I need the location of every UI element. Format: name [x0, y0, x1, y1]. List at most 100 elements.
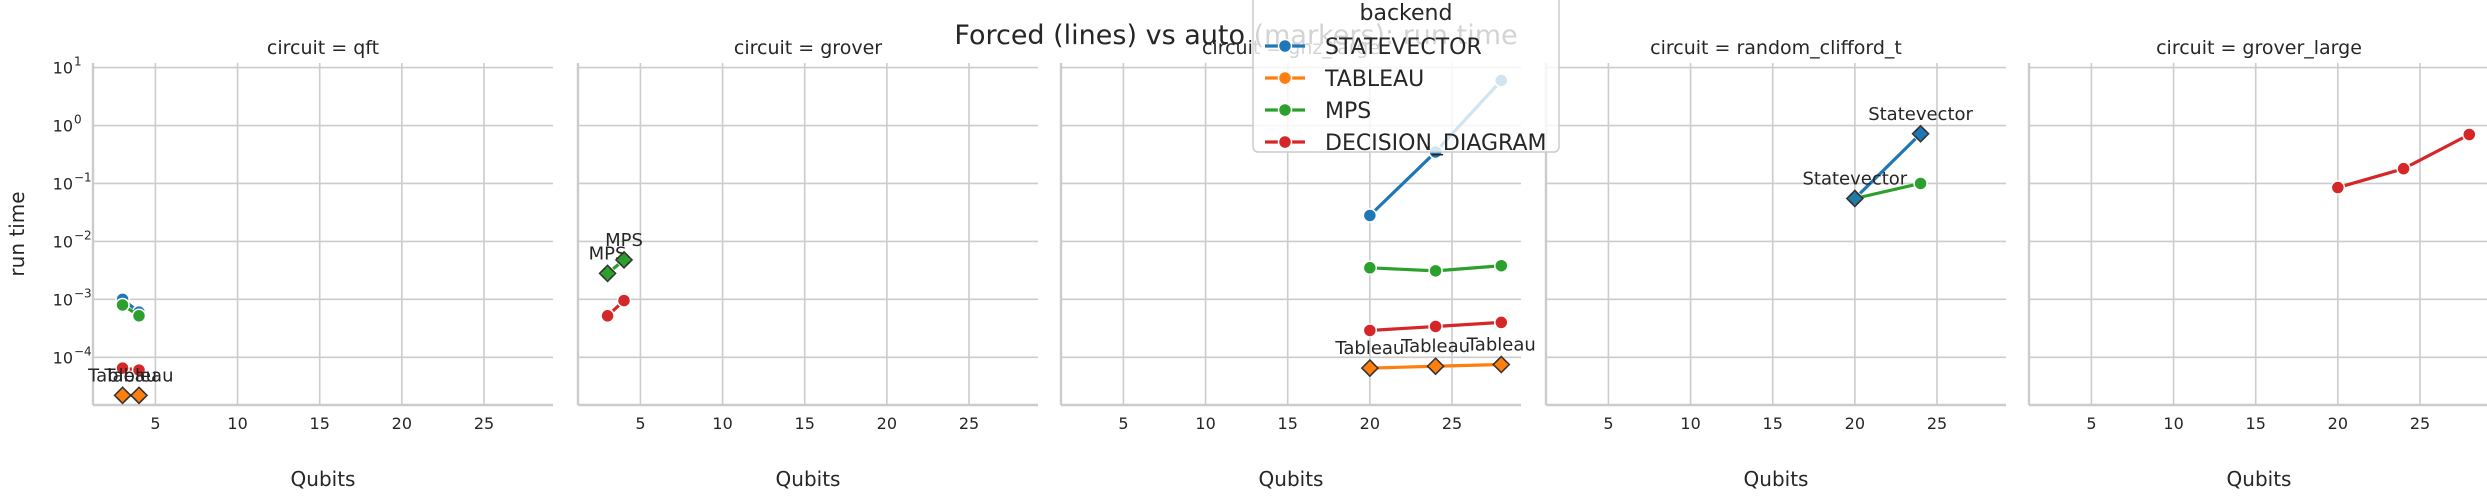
legend-item-tableau: TABLEAU — [1265, 67, 1424, 92]
panel-title: circuit = grover_large — [2156, 37, 2362, 59]
y-tick-label: 10 — [53, 290, 73, 309]
auto-marker — [129, 386, 149, 405]
y-tick-exponent: 0 — [74, 113, 82, 127]
data-point-decision_diagram — [1428, 319, 1443, 334]
x-tick-label: 15 — [1278, 414, 1298, 433]
legend-swatch-marker — [1277, 134, 1293, 150]
legend-item-decision_diagram: DECISION_DIAGRAM — [1265, 131, 1546, 156]
series-line-decision_diagram — [2336, 132, 2471, 190]
y-tick-label: 10 — [53, 117, 73, 136]
legend-item-statevector: STATEVECTOR — [1265, 35, 1482, 60]
data-point-decision_diagram — [1362, 323, 1378, 338]
legend-swatch-marker — [1277, 102, 1293, 118]
auto-marker-label: Tableau — [1400, 336, 1470, 357]
x-axis-label: Qubits — [291, 467, 356, 491]
y-axis-label: run time — [5, 191, 29, 276]
x-tick-label: 25 — [1442, 414, 1462, 433]
x-tick-label: 20 — [392, 414, 412, 433]
auto-marker-label: Statevector — [1868, 104, 1973, 125]
legend-title: backend — [1360, 1, 1453, 26]
x-tick-label: 15 — [795, 414, 815, 433]
x-tick-label: 10 — [1195, 414, 1215, 433]
x-axis-label: Qubits — [2227, 467, 2292, 491]
x-tick-label: 10 — [1680, 414, 1700, 433]
y-tick-label: 10 — [53, 174, 73, 193]
data-point-statevector — [1362, 208, 1378, 223]
auto-marker-label: Tableau — [104, 365, 174, 386]
y-tick-exponent: −1 — [74, 170, 92, 184]
auto-marker — [1911, 124, 1930, 143]
x-tick-label: 25 — [959, 414, 979, 433]
x-tick-label: 5 — [1603, 414, 1613, 433]
auto-marker-label: Tableau — [1466, 335, 1536, 356]
panel-title: circuit = grover — [734, 37, 882, 59]
data-point-mps — [131, 308, 147, 324]
x-tick-label: 25 — [1927, 414, 1947, 433]
y-tick-exponent: −3 — [74, 286, 92, 300]
data-point-mps — [1362, 260, 1378, 276]
y-tick-exponent: −4 — [74, 344, 92, 358]
x-tick-label: 20 — [1360, 414, 1380, 433]
x-axis-label: Qubits — [1259, 467, 1324, 491]
legend-swatch-marker — [1277, 70, 1293, 86]
x-tick-label: 20 — [1845, 414, 1865, 433]
data-point-decision_diagram — [131, 362, 147, 378]
legend-label: TABLEAU — [1324, 67, 1424, 92]
x-tick-label: 10 — [227, 414, 247, 433]
series-line-statevector — [1853, 132, 1923, 201]
panel-title: circuit = qft — [267, 37, 379, 59]
x-tick-label: 25 — [474, 414, 494, 433]
data-point-mps — [115, 297, 130, 313]
data-point-mps — [1428, 263, 1443, 279]
data-point-decision_diagram — [2330, 180, 2346, 195]
x-tick-label: 15 — [310, 414, 330, 433]
data-point-decision_diagram — [1494, 315, 1509, 330]
auto-marker-label: MPS — [605, 230, 643, 251]
data-point-decision_diagram — [616, 293, 632, 308]
y-tick-exponent: −2 — [74, 228, 92, 242]
legend-label: MPS — [1325, 99, 1371, 124]
x-tick-label: 10 — [712, 414, 732, 433]
x-tick-label: 20 — [2328, 414, 2348, 433]
facet-panel-5: circuit = grover_large 5 10 15 20 25 Qubits — [2027, 37, 2487, 491]
auto-marker — [1360, 358, 1379, 378]
x-tick-label: 25 — [2410, 414, 2430, 433]
data-point-mps — [1494, 258, 1509, 273]
auto-marker — [1426, 357, 1445, 376]
x-tick-label: 15 — [2246, 414, 2266, 433]
x-axis-label: Qubits — [776, 467, 841, 491]
x-tick-label: 20 — [877, 414, 897, 433]
auto-marker — [598, 264, 617, 283]
x-tick-label: 10 — [2163, 414, 2183, 433]
data-point-decision_diagram — [115, 360, 130, 376]
legend-frame — [1252, 0, 1560, 153]
auto-marker — [1845, 189, 1864, 208]
data-point-decision_diagram — [2396, 161, 2411, 176]
y-tick-label: 10 — [53, 59, 73, 78]
legend: backend STATEVECTOR TABLEAU MPS DECISION_DIA… — [1252, 0, 1560, 156]
panel-title: circuit = random_clifford_t — [1650, 37, 1902, 59]
x-tick-label: 15 — [1763, 414, 1783, 433]
x-tick-label: 5 — [2086, 414, 2096, 433]
legend-label: DECISION_DIAGRAM — [1325, 131, 1546, 156]
y-tick-label: 10 — [53, 232, 73, 251]
legend-item-mps: MPS — [1265, 99, 1371, 124]
x-tick-label: 5 — [635, 414, 645, 433]
auto-marker-label: Statevector — [1802, 169, 1907, 190]
series-line-mps — [1853, 181, 1923, 201]
legend-swatch-marker — [1277, 38, 1293, 54]
auto-marker — [113, 386, 132, 405]
y-tick-exponent: 1 — [74, 55, 82, 69]
y-tick-label: 10 — [53, 348, 73, 367]
data-point-mps — [1913, 176, 1928, 191]
data-point-decision_diagram — [600, 308, 615, 324]
data-point-decision_diagram — [2462, 127, 2477, 142]
x-tick-label: 5 — [150, 414, 160, 433]
x-tick-label: 5 — [1118, 414, 1128, 433]
auto-marker-label: Tableau — [87, 365, 157, 386]
x-axis-label: Qubits — [1744, 467, 1809, 491]
